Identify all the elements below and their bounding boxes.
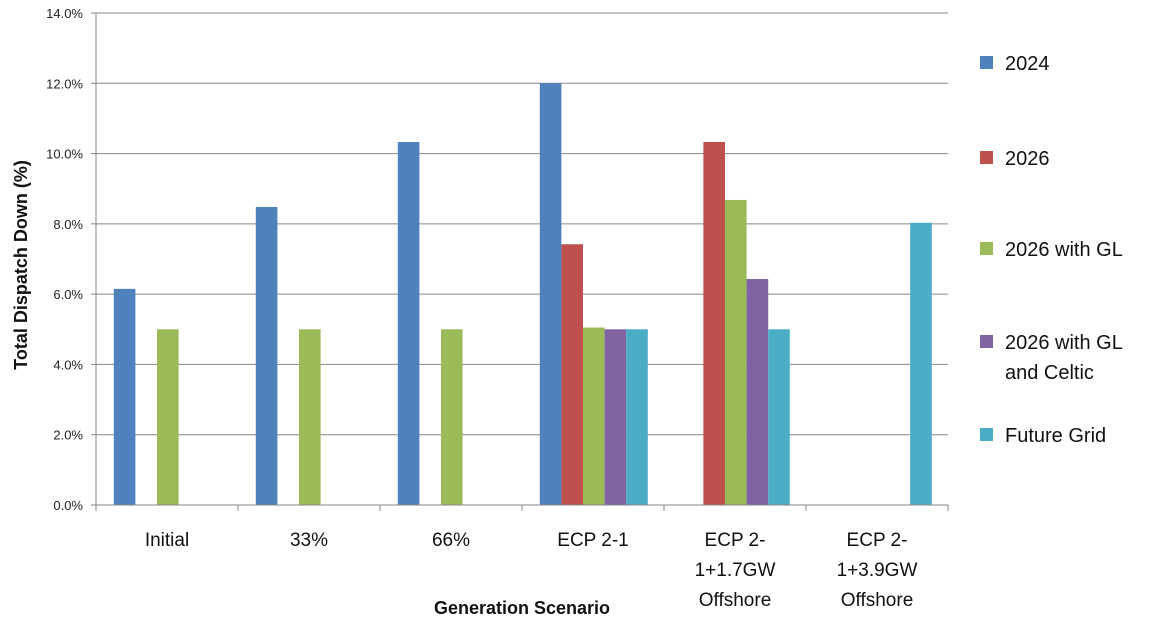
y-tick-label: 0.0% <box>53 498 83 513</box>
gridlines <box>96 13 948 435</box>
legend-swatch <box>980 242 993 255</box>
legend-label: 2024 <box>1005 53 1050 75</box>
bar-2024-1 <box>256 207 278 505</box>
legend-swatch <box>980 335 993 348</box>
axes <box>96 13 948 511</box>
y-tick-label: 2.0% <box>53 428 83 443</box>
legend-swatch <box>980 56 993 69</box>
x-category-label: ECP 2-1 <box>557 530 628 551</box>
bar-2026-with-gl-4 <box>725 200 747 505</box>
bar-2024-2 <box>398 142 420 505</box>
x-category-label: 33% <box>290 530 328 551</box>
bar-2026-3 <box>561 244 583 505</box>
y-tick-label: 10.0% <box>46 147 83 162</box>
x-category-label: ECP 2-1+1.7GW Offshore <box>695 530 776 611</box>
legend-label: Future Grid <box>1005 425 1106 447</box>
bar-2026-4 <box>703 142 725 505</box>
y-axis-ticks: 0.0% 2.0% 4.0% 6.0% 8.0% 10.0% 12.0% 14.0% <box>46 6 96 513</box>
legend-label: 2026 with GL and Celtic <box>1005 332 1123 384</box>
bar-2026-with-gl-and-celtic-4 <box>747 279 769 505</box>
bar-2026-with-gl-0 <box>157 329 179 505</box>
y-tick-label: 4.0% <box>53 357 83 372</box>
y-tick-label: 8.0% <box>53 217 83 232</box>
legend-swatch <box>980 151 993 164</box>
y-tick-label: 14.0% <box>46 6 83 21</box>
bar-2026-with-gl-1 <box>299 329 321 505</box>
legend-label: 2026 with GL <box>1005 239 1123 261</box>
bar-2026-with-gl-and-celtic-3 <box>605 329 627 505</box>
x-category-label: Initial <box>145 530 189 551</box>
x-category-label: 66% <box>432 530 470 551</box>
bar-2024-0 <box>114 289 136 505</box>
bar-future-grid-4 <box>768 329 790 505</box>
x-category-label: ECP 2-1+3.9GW Offshore <box>837 530 918 611</box>
y-tick-label: 6.0% <box>53 287 83 302</box>
x-axis-title: Generation Scenario <box>434 598 610 618</box>
bar-future-grid-3 <box>626 329 648 505</box>
bar-2026-with-gl-3 <box>583 328 605 505</box>
legend: 2024 2026 2026 with GL 2026 with GL and Celt… <box>980 53 1123 447</box>
legend-swatch <box>980 428 993 441</box>
bar-2026-with-gl-2 <box>441 329 463 505</box>
y-tick-label: 12.0% <box>46 76 83 91</box>
bar-2024-3 <box>540 83 562 505</box>
y-axis-title: Total Dispatch Down (%) <box>11 160 31 370</box>
bar-future-grid-5 <box>910 223 932 505</box>
legend-label: 2026 <box>1005 148 1050 170</box>
